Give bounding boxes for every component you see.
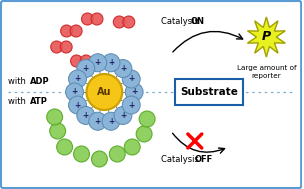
- Circle shape: [66, 83, 84, 101]
- Text: +: +: [120, 64, 126, 73]
- Circle shape: [77, 106, 95, 124]
- Circle shape: [91, 13, 103, 25]
- Circle shape: [71, 55, 82, 67]
- Text: +: +: [95, 58, 101, 67]
- Polygon shape: [247, 17, 285, 57]
- Text: OFF: OFF: [195, 154, 213, 163]
- Circle shape: [102, 112, 120, 130]
- Text: Au: Au: [97, 87, 112, 97]
- Circle shape: [109, 146, 125, 162]
- Text: +: +: [108, 117, 114, 126]
- Circle shape: [89, 112, 107, 130]
- Circle shape: [113, 16, 125, 28]
- Text: Catalysis: Catalysis: [161, 154, 202, 163]
- Circle shape: [92, 151, 107, 167]
- Circle shape: [51, 41, 63, 53]
- FancyBboxPatch shape: [175, 79, 243, 105]
- Text: ADP: ADP: [30, 77, 50, 87]
- Text: Large amount of
reporter: Large amount of reporter: [237, 65, 296, 79]
- Circle shape: [122, 96, 140, 114]
- Text: +: +: [95, 117, 101, 126]
- Text: +: +: [128, 101, 134, 109]
- Circle shape: [77, 60, 95, 77]
- Text: +: +: [83, 64, 89, 73]
- Circle shape: [102, 54, 120, 72]
- Circle shape: [50, 123, 66, 139]
- Circle shape: [122, 70, 140, 88]
- Text: with: with: [8, 98, 29, 106]
- Text: ON: ON: [191, 16, 205, 26]
- Text: Substrate: Substrate: [180, 87, 238, 97]
- FancyBboxPatch shape: [1, 1, 301, 188]
- Text: P: P: [262, 30, 271, 43]
- Circle shape: [124, 139, 140, 155]
- Circle shape: [68, 96, 86, 114]
- Text: +: +: [83, 111, 89, 120]
- Text: Catalysis: Catalysis: [161, 16, 202, 26]
- Text: +: +: [120, 111, 126, 120]
- Circle shape: [47, 109, 63, 125]
- Text: +: +: [128, 74, 134, 84]
- Text: with: with: [8, 77, 29, 87]
- Circle shape: [114, 106, 132, 124]
- Text: +: +: [74, 74, 81, 84]
- Text: +: +: [131, 88, 137, 97]
- Circle shape: [86, 74, 122, 110]
- Text: ATP: ATP: [30, 98, 48, 106]
- Circle shape: [70, 25, 82, 37]
- Circle shape: [114, 60, 132, 77]
- Circle shape: [89, 54, 107, 72]
- Circle shape: [60, 25, 73, 37]
- Circle shape: [136, 126, 152, 142]
- Circle shape: [81, 13, 93, 25]
- Text: +: +: [74, 101, 81, 109]
- Circle shape: [60, 41, 72, 53]
- Text: +: +: [71, 88, 78, 97]
- Circle shape: [123, 16, 135, 28]
- Circle shape: [74, 146, 89, 162]
- Circle shape: [80, 55, 92, 67]
- Text: +: +: [108, 58, 114, 67]
- Circle shape: [139, 111, 155, 127]
- Circle shape: [68, 70, 86, 88]
- Circle shape: [125, 83, 143, 101]
- Circle shape: [57, 139, 73, 155]
